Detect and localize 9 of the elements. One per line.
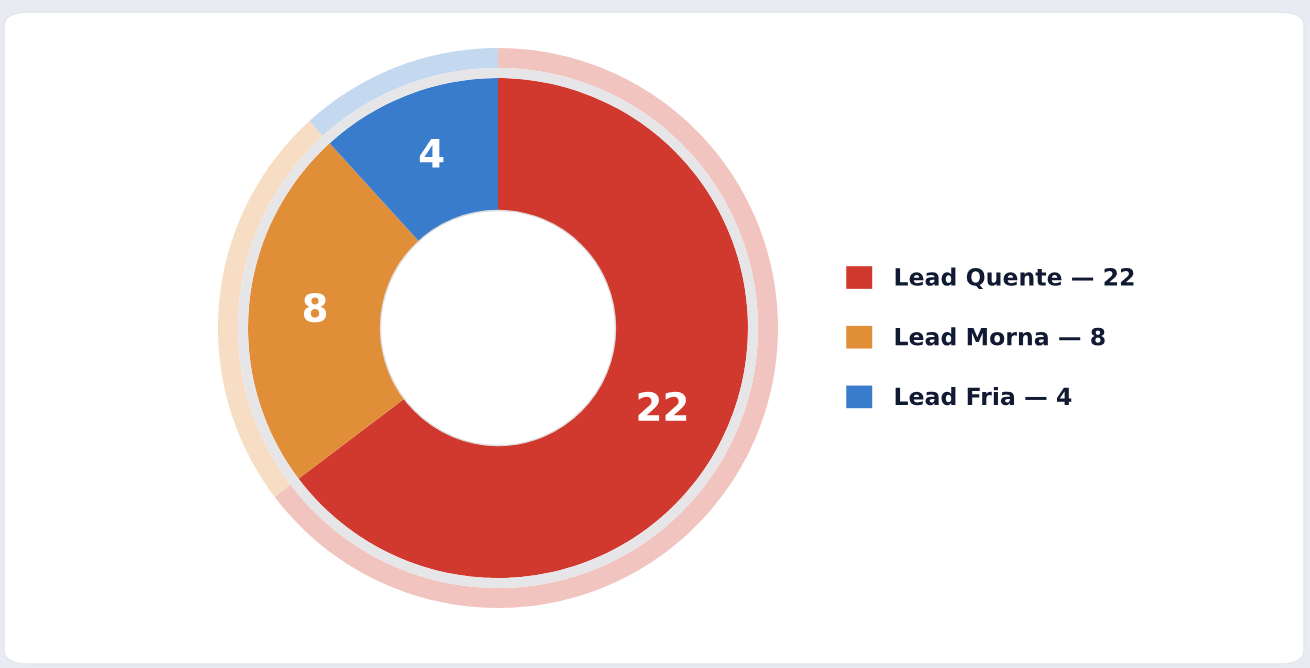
donut-slice [248,143,419,479]
legend-label: Lead Fria — 4 [895,386,1072,406]
legend-label: Lead Morna — 8 [895,327,1105,346]
donut-slice [329,78,498,242]
data-label: 22 [638,391,687,421]
data-label: 8 [303,292,327,323]
donut-slice [298,78,748,578]
legend-label: Lead Quente — 22 [895,267,1134,289]
data-label: 4 [419,139,444,168]
